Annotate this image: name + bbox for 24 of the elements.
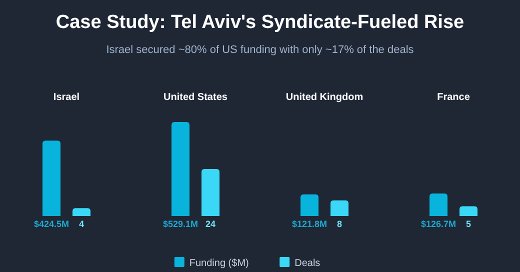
- legend-label: Funding ($M): [189, 258, 249, 269]
- data-label: 4: [78, 219, 84, 229]
- chart-subtitle: Israel secured ~80% of US funding with only ~17% of the deals: [106, 44, 414, 56]
- x-tick-label: Israel: [53, 92, 80, 103]
- bar: [300, 194, 318, 216]
- bar: [330, 200, 348, 216]
- data-label: $529.1M: [162, 219, 198, 229]
- bar: [202, 169, 220, 216]
- data-label: $424.5M: [34, 219, 70, 229]
- bar: [430, 193, 448, 216]
- bar: [460, 206, 478, 216]
- data-label: 8: [336, 219, 342, 229]
- x-tick-label: France: [437, 92, 470, 103]
- bar: [72, 208, 90, 216]
- x-tick-label: United Kingdom: [286, 92, 364, 103]
- bar: [42, 140, 60, 216]
- legend-label: Deals: [294, 258, 320, 269]
- data-label: $126.7M: [420, 219, 456, 229]
- data-label: 24: [205, 219, 216, 229]
- bar: [172, 122, 190, 216]
- data-label: 5: [466, 219, 472, 229]
- data-label: $121.8M: [292, 219, 328, 229]
- chart-title: Case Study: Tel Aviv's Syndicate-Fueled Rise: [56, 12, 464, 33]
- x-tick-label: United States: [164, 92, 228, 103]
